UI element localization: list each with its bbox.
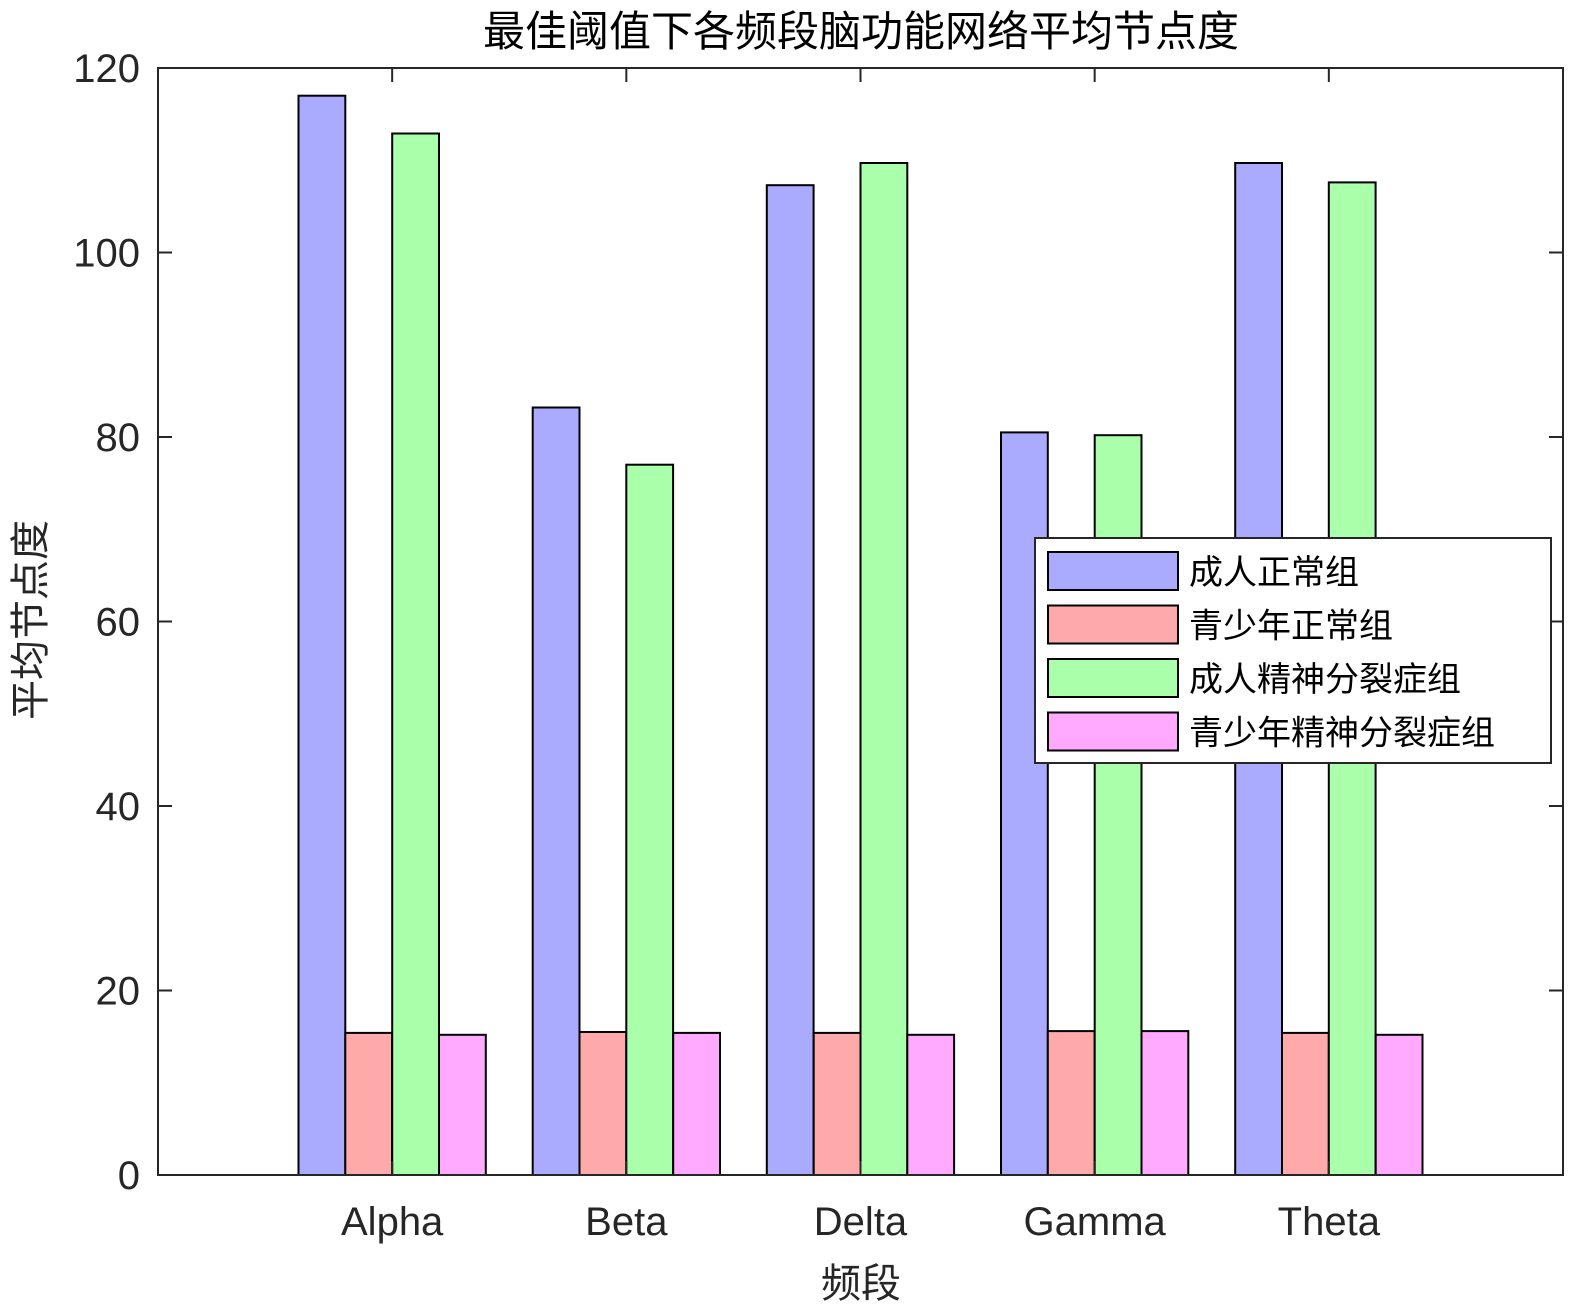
legend-swatch bbox=[1047, 711, 1179, 752]
bar-beta-series-2 bbox=[578, 1031, 628, 1176]
y-tick-label: 20 bbox=[96, 970, 141, 1014]
legend-label: 青少年正常组 bbox=[1189, 607, 1393, 647]
bar-gamma-series-4 bbox=[1140, 1030, 1190, 1176]
y-tick-label: 100 bbox=[73, 232, 140, 276]
y-tick-label: 40 bbox=[96, 785, 141, 829]
x-tick-label: Delta bbox=[814, 1200, 908, 1244]
bar-alpha-series-1 bbox=[297, 94, 347, 1177]
y-tick-label: 80 bbox=[96, 416, 141, 460]
legend-swatch bbox=[1047, 551, 1179, 591]
bar-beta-series-3 bbox=[625, 463, 675, 1176]
x-tick-label: Beta bbox=[585, 1200, 668, 1244]
y-axis-title: 平均节点度 bbox=[8, 520, 54, 720]
bar-alpha-series-3 bbox=[391, 132, 441, 1176]
bar-alpha-series-2 bbox=[344, 1031, 394, 1177]
bar-delta-series-1 bbox=[765, 184, 815, 1176]
bar-beta-series-4 bbox=[672, 1031, 722, 1177]
y-tick-label: 60 bbox=[96, 601, 141, 645]
axes-layer: 0 20 40 60 80 100 120 Alpha Beta Delta Gamma Theta bbox=[73, 47, 1564, 1244]
bar-delta-series-2 bbox=[812, 1031, 862, 1177]
y-tick-label: 0 bbox=[118, 1154, 140, 1198]
x-axis-title: 频段 bbox=[821, 1261, 901, 1307]
legend-swatch bbox=[1047, 658, 1179, 698]
x-tick-label: Theta bbox=[1278, 1200, 1381, 1244]
bar-theta-series-4 bbox=[1374, 1033, 1424, 1177]
legend-label: 成人精神分裂症组 bbox=[1189, 660, 1461, 700]
chart-title: 最佳阈值下各频段脑功能网络平均节点度 bbox=[483, 7, 1239, 56]
bar-delta-series-4 bbox=[906, 1033, 956, 1177]
legend-label: 青少年精神分裂症组 bbox=[1189, 714, 1495, 754]
bar-gamma-series-2 bbox=[1046, 1030, 1096, 1176]
bar-beta-series-1 bbox=[531, 406, 581, 1176]
x-tick-label: Gamma bbox=[1024, 1200, 1167, 1244]
legend-label: 成人正常组 bbox=[1189, 553, 1359, 593]
x-tick-label: Alpha bbox=[341, 1200, 444, 1244]
y-tick-label: 120 bbox=[73, 47, 140, 91]
bar-alpha-series-4 bbox=[438, 1033, 487, 1177]
bar-delta-series-3 bbox=[859, 162, 909, 1176]
legend-swatch bbox=[1047, 604, 1179, 645]
bar-theta-series-2 bbox=[1281, 1031, 1330, 1177]
